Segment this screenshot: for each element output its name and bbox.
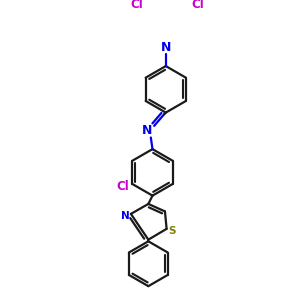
Text: Cl: Cl <box>116 180 129 193</box>
Text: N: N <box>160 41 171 54</box>
Text: N: N <box>142 124 152 137</box>
Text: S: S <box>169 226 176 236</box>
Text: N: N <box>121 211 130 220</box>
Text: Cl: Cl <box>130 0 143 11</box>
Text: Cl: Cl <box>191 0 204 11</box>
